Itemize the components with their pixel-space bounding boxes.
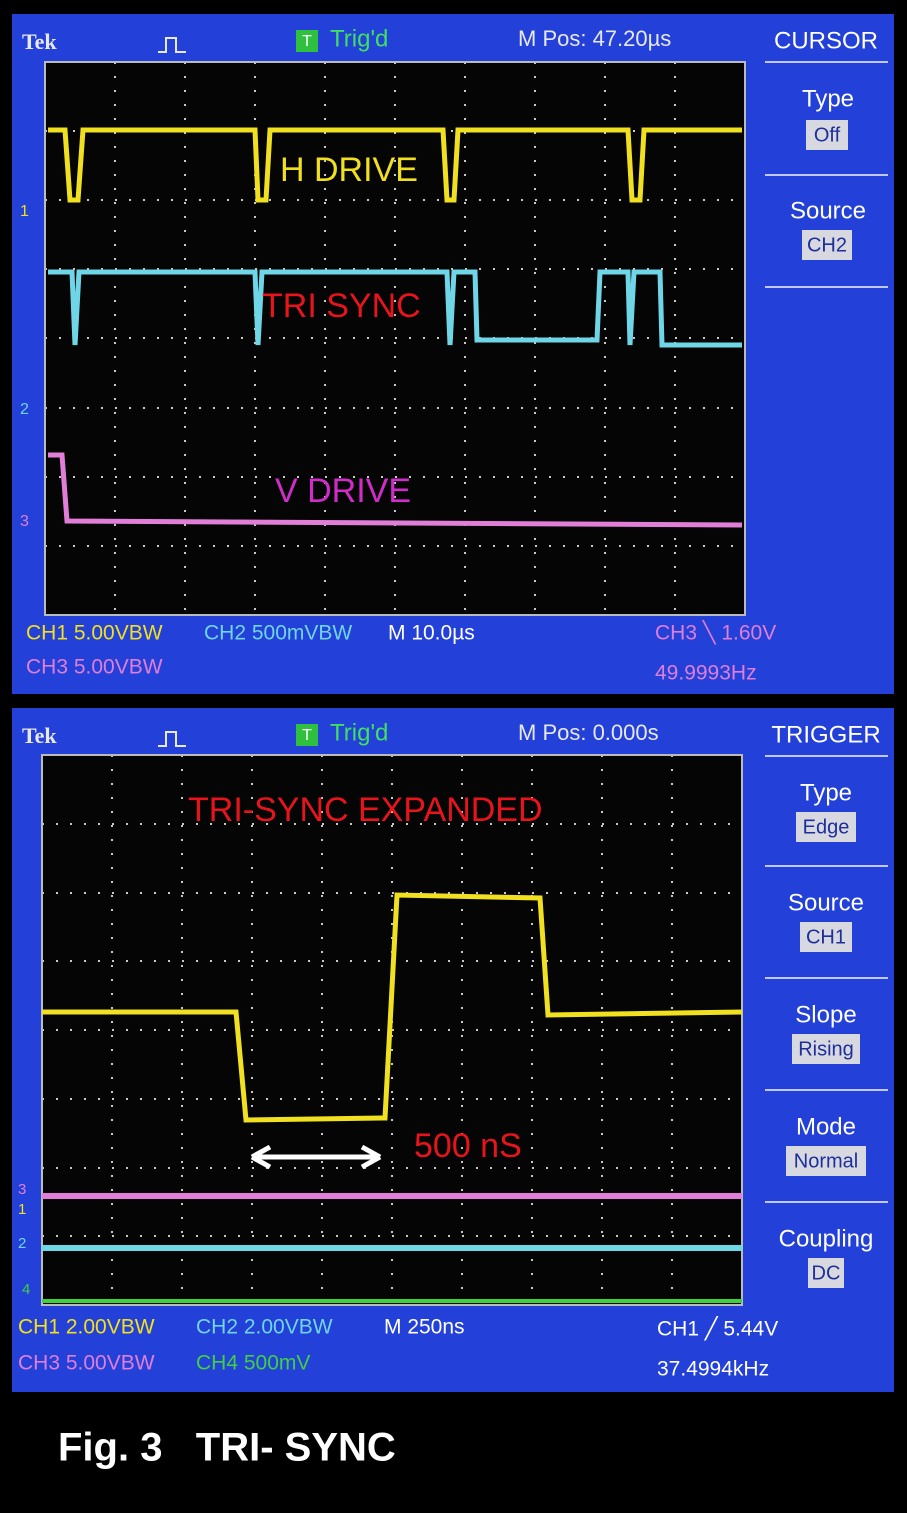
menu-label: Coupling xyxy=(779,1225,874,1252)
status-text: CH4 500mV xyxy=(196,1352,310,1375)
brand: Tek xyxy=(22,29,57,54)
status-text: 37.4994kHz xyxy=(657,1358,769,1381)
trigger-icon: T xyxy=(302,33,312,50)
channel-marker: 1 xyxy=(18,1201,26,1218)
menu-value[interactable]: Normal xyxy=(794,1150,858,1172)
menu-value[interactable]: CH1 xyxy=(806,926,846,948)
trigger-icon-bg xyxy=(296,30,318,52)
channel-marker: 4 xyxy=(22,1281,30,1298)
caption: Fig. 3 TRI- SYNC xyxy=(58,1426,396,1470)
status-text: CH1 5.00VBW xyxy=(26,622,163,645)
menu-value-bg xyxy=(796,812,856,842)
status-text: CH1 2.00VBW xyxy=(18,1316,155,1339)
position: M Pos: 0.000s xyxy=(518,720,659,745)
waveform-ch3 xyxy=(48,452,743,528)
status-text: M 10.0µs xyxy=(388,622,475,645)
menu-label: Source xyxy=(790,197,866,224)
menu-label: Type xyxy=(800,779,852,806)
status-text: CH3 ╲ 1.60V xyxy=(655,620,776,646)
menu-value[interactable]: DC xyxy=(812,1262,841,1284)
trigger-icon: T xyxy=(302,727,312,744)
annotation: TRI SYNC xyxy=(262,287,421,325)
annotation: 500 nS xyxy=(414,1127,522,1165)
status-text: CH1 ╱ 5.44V xyxy=(657,1316,778,1342)
menu-value-bg xyxy=(800,922,852,952)
status-text: 49.9993Hz xyxy=(655,662,757,685)
screen-bottom: TRI-SYNC EXPANDED 500 nS 3 1 2 4 Tek T T… xyxy=(12,708,894,1392)
trigger-state: Trig'd xyxy=(330,25,388,52)
menu-title: CURSOR xyxy=(774,27,878,54)
menu-value-bg xyxy=(786,1146,866,1176)
channel-marker: 2 xyxy=(20,401,29,418)
status-text: CH2 2.00VBW xyxy=(196,1316,333,1339)
menu-value-bg xyxy=(802,230,852,260)
channel-marker: 3 xyxy=(20,513,29,530)
menu-value[interactable]: Rising xyxy=(798,1038,854,1060)
plot-border xyxy=(41,754,743,1306)
trigger-state: Trig'd xyxy=(330,719,388,746)
plot-border xyxy=(44,61,746,616)
acq-icon xyxy=(158,37,186,53)
channel-marker: 2 xyxy=(18,1235,26,1252)
menu-label: Source xyxy=(788,889,864,916)
menu-label: Mode xyxy=(796,1113,856,1140)
brand: Tek xyxy=(22,723,57,748)
screen-top: H DRIVE TRI SYNC V DRIVE 1 2 3 Tek T Tri… xyxy=(12,14,894,694)
annotation: TRI-SYNC EXPANDED xyxy=(188,791,543,829)
menu-label: Slope xyxy=(795,1001,856,1028)
trigger-icon-bg xyxy=(296,724,318,746)
waveform-ch2 xyxy=(48,269,742,348)
status-text: CH3 5.00VBW xyxy=(26,656,163,679)
annotation: V DRIVE xyxy=(275,472,411,510)
status-text: CH3 5.00VBW xyxy=(18,1352,155,1375)
waveform-ch1 xyxy=(48,127,742,203)
menu-value[interactable]: Off xyxy=(814,124,841,146)
waveform-ch1 xyxy=(42,892,743,1123)
status-text: M 250ns xyxy=(384,1316,465,1339)
channel-marker: 1 xyxy=(20,203,29,220)
menu-label: Type xyxy=(802,85,854,112)
menu-value-bg xyxy=(808,1258,844,1288)
acq-icon xyxy=(158,731,186,747)
status-text: CH2 500mVBW xyxy=(204,622,352,645)
menu-value[interactable]: Edge xyxy=(803,816,850,838)
menu-value[interactable]: CH2 xyxy=(807,234,847,256)
position: M Pos: 47.20µs xyxy=(518,26,671,51)
menu-value-bg xyxy=(792,1034,860,1064)
menu-title: TRIGGER xyxy=(771,721,880,748)
channel-marker: 3 xyxy=(18,1181,26,1198)
annotation: H DRIVE xyxy=(280,151,418,189)
menu-value-bg xyxy=(806,120,848,150)
span-arrow xyxy=(250,1144,382,1170)
